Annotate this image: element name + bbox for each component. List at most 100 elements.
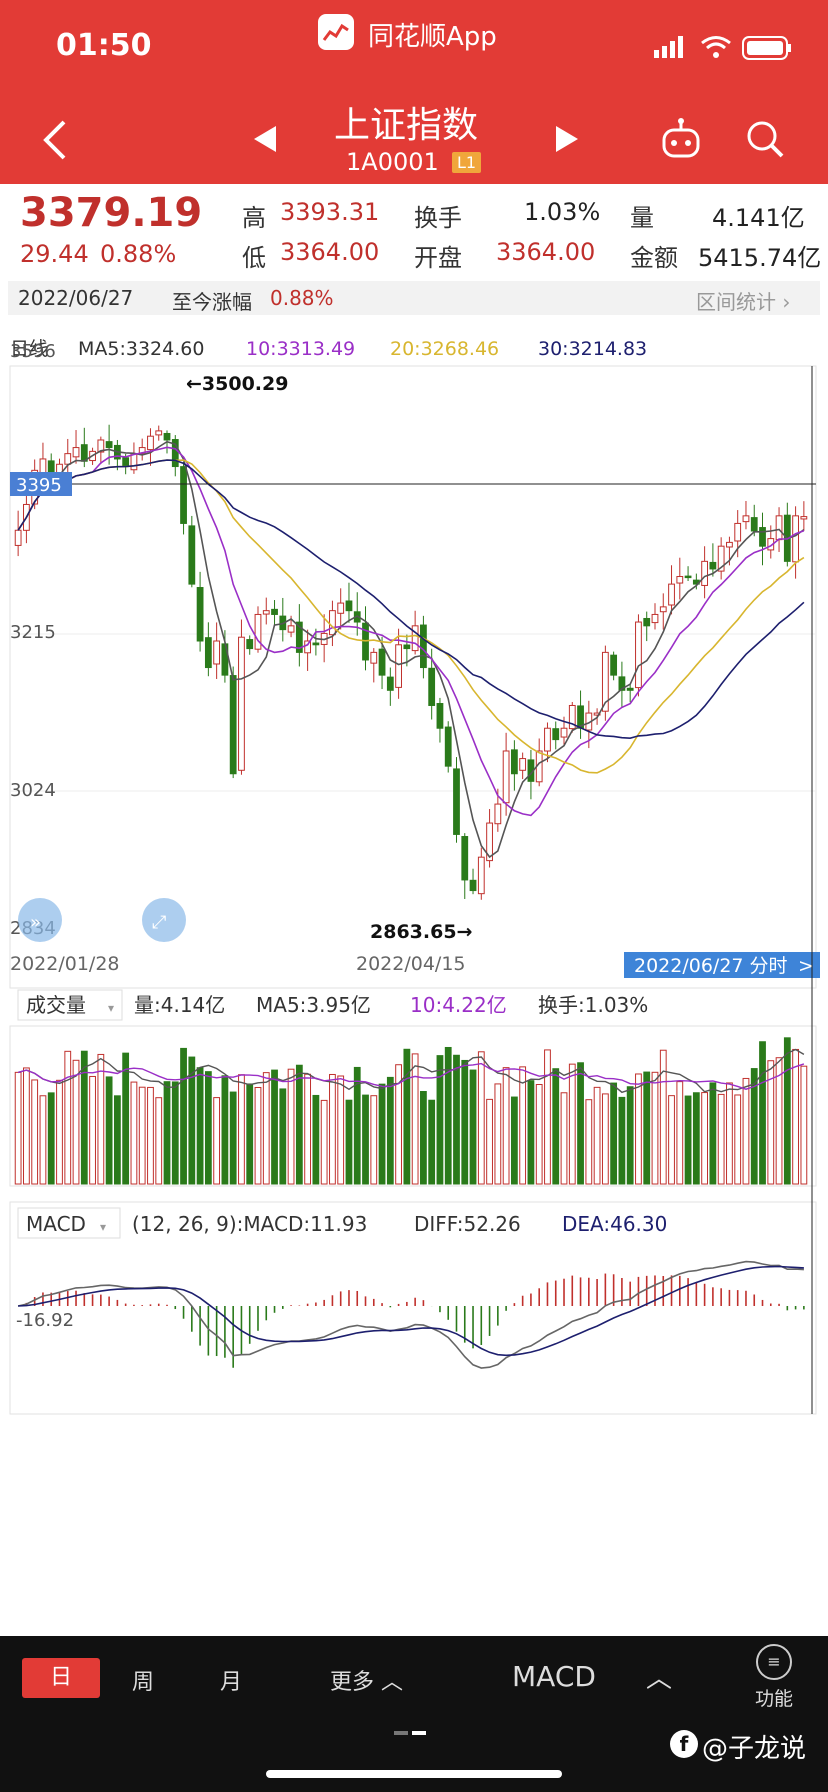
volume-bar [370,1095,378,1185]
signal-icon [654,36,688,58]
dropdown-icon: ▾ [108,1001,114,1015]
wifi-icon [700,34,732,60]
tab-month[interactable]: 月 [220,1664,242,1696]
menu-circle-icon: ≡ [756,1644,792,1680]
volume-bar [312,1094,320,1185]
amount-label: 金额 [630,244,678,272]
volume-bar [229,1091,237,1185]
volume-bar [601,1093,609,1185]
volume-bar [80,1050,88,1185]
volume-bar [155,1097,163,1185]
tab-more[interactable]: 更多 ︿ [330,1664,403,1696]
time-share-button[interactable] [624,952,820,978]
prev-stock-icon[interactable] [252,124,278,154]
open-label: 开盘 [414,244,462,272]
low-label: 低 [242,244,266,272]
candle [411,625,419,652]
range-stats-label: 区间统计 [696,290,776,314]
scroll-left-button[interactable] [18,898,62,942]
ma20-legend: 20:3268.46 [390,338,499,360]
candle [213,640,221,665]
turnover-label: 换手 [414,204,462,232]
volume-bar [97,1053,105,1185]
candle [329,610,336,636]
candle [469,879,477,892]
volume-bar [577,1062,584,1185]
since-value: 0.88% [270,286,334,310]
volume-bar [502,1067,510,1185]
ma10-legend: 10:3313.49 [246,338,355,360]
candle [552,728,560,741]
volume-bar [767,1060,775,1185]
volume-bar [750,1068,758,1185]
facebook-icon: f [670,1730,698,1758]
volume-bar [304,1073,312,1185]
candle [138,447,146,455]
volume-bar [31,1079,39,1185]
candle [105,441,113,449]
volume-bar [626,1086,634,1185]
period-label: 日线 [10,338,48,360]
volume-selector[interactable] [17,989,123,1021]
volume-value: 4.141亿 [712,204,805,232]
candle [337,602,345,614]
function-button[interactable]: ≡ 功能 [744,1644,804,1711]
x-mid-label: 2022/04/15 [356,953,466,975]
volume-bar [742,1077,750,1185]
tab-more-label: 更多 [330,1670,375,1695]
candle [246,639,254,650]
candle [155,430,163,436]
search-icon[interactable] [744,118,786,160]
candle [610,654,618,676]
macd-selector[interactable] [17,1207,121,1239]
ma10-line [17,446,805,817]
candle [295,621,303,653]
candle [395,644,402,688]
volume-bar [23,1067,30,1185]
expand-button[interactable] [142,898,186,942]
status-time: 01:50 [56,28,152,63]
robot-icon[interactable] [660,118,702,160]
tab-day[interactable]: 日 [22,1658,100,1698]
volume-bar [560,1092,568,1185]
volume-bar [461,1059,469,1185]
candle [519,758,527,771]
candle [701,560,709,586]
volume-bar [420,1091,427,1185]
volume-bar [643,1071,651,1185]
volume-bar [544,1049,551,1185]
kline-plot [14,424,808,900]
candle [734,522,742,542]
next-stock-icon[interactable] [554,124,580,154]
high-value: 3393.31 [280,198,380,226]
candle [502,750,510,804]
indicator-tab[interactable]: MACD [512,1660,596,1693]
candle [229,675,237,775]
volume-bar [171,1081,179,1185]
range-stats-button[interactable]: 区间统计 › [696,286,790,315]
page-indicator [394,1720,426,1739]
date-label: 2022/06/27 [18,286,134,310]
candle [643,617,651,627]
volume-bar [39,1095,47,1185]
ma30-line [17,459,805,740]
volume-bar [262,1072,270,1185]
chevron-up-icon[interactable]: ︿ [646,1664,673,1694]
open-value: 3364.00 [496,238,596,266]
volume-plot [14,1037,808,1185]
app-label: 同花顺App [368,22,497,52]
bottom-toolbar: 日 周 月 更多 ︿ MACD ︿ ≡ 功能 f @子龙说 [0,1636,828,1792]
kline-svg[interactable]: 日线 MA5:3324.60 10:3313.49 20:3268.46 30:… [0,326,828,1632]
time-share-label: 2022/06/27 分时 [634,955,788,977]
back-icon[interactable] [40,118,70,162]
volume-bar [113,1095,121,1185]
volume-bar [138,1086,146,1185]
candle [428,667,436,706]
dropdown-icon: ▾ [100,1220,106,1234]
tab-week[interactable]: 周 [132,1664,154,1696]
volume-bar [89,1075,96,1185]
ma20-line [17,459,805,774]
chart-area[interactable]: 日线 MA5:3324.60 10:3313.49 20:3268.46 30:… [0,326,828,1632]
stock-code: 1A0001 [346,148,439,176]
candle [271,608,278,615]
